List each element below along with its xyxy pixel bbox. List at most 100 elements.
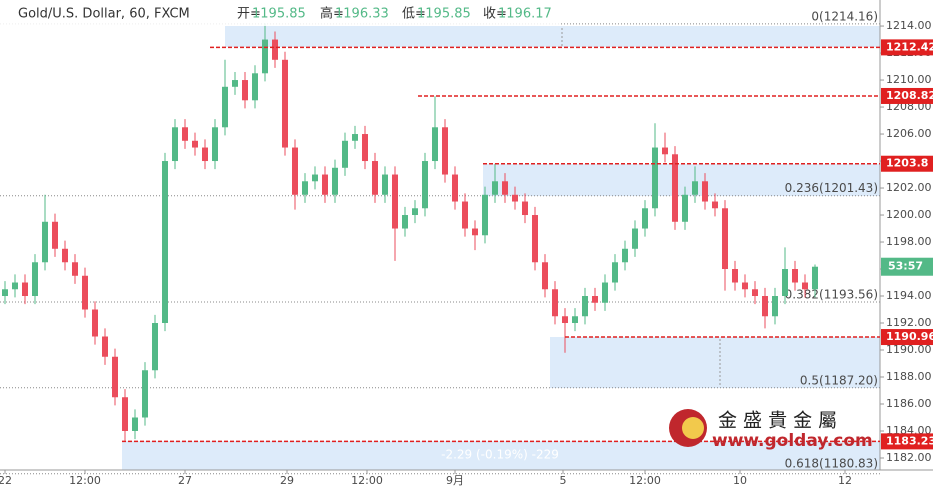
candle-body <box>522 201 528 216</box>
candle-body <box>342 140 348 168</box>
candle-body <box>802 282 808 290</box>
logo <box>682 417 704 439</box>
ohlc-name: 收= <box>483 7 507 22</box>
candle-body <box>592 296 598 303</box>
candle-body <box>792 269 798 283</box>
candle-body <box>482 194 488 236</box>
candle-body <box>512 194 518 202</box>
candle-body <box>582 296 588 317</box>
y-tick-label: 1210.00 <box>886 73 932 86</box>
measure-label: -2.29 (-0.19%) -229 <box>441 448 559 462</box>
candle-body <box>532 215 538 263</box>
candle-body <box>562 316 568 324</box>
candle-body <box>282 59 288 148</box>
y-tick-label: 1202.00 <box>886 181 932 194</box>
x-tick-label: 9月 <box>446 474 464 487</box>
candle-body <box>642 208 648 229</box>
watermark: 金 盛 貴 金 屬 www.golday.com <box>669 409 873 451</box>
x-tick-label: 12:00 <box>629 474 661 487</box>
watermark-name: 金 盛 貴 金 屬 <box>718 410 837 432</box>
level-label: 1183.23 <box>886 434 933 447</box>
candle-body <box>52 221 58 249</box>
ohlc-name: 低= <box>402 7 426 22</box>
candle-body <box>662 147 668 155</box>
candle-body <box>272 39 278 60</box>
candle-body <box>722 208 728 270</box>
candle-body <box>72 262 78 276</box>
x-tick-label: 12 <box>838 474 852 487</box>
y-tick-label: 1186.00 <box>886 397 932 410</box>
candle-body <box>242 80 248 101</box>
candle-body <box>82 275 88 310</box>
candle-body <box>142 370 148 418</box>
fib-label: 0(1214.16) <box>811 9 878 23</box>
y-tick-label: 1198.00 <box>886 235 932 248</box>
y-tick-label: 1182.00 <box>886 451 932 464</box>
y-tick-label: 1214.00 <box>886 19 932 32</box>
candle-body <box>432 127 438 162</box>
candle-body <box>252 73 258 101</box>
x-tick-label: 12:00 <box>69 474 101 487</box>
watermark-url: www.golday.com <box>712 431 873 451</box>
fib-label: 0.618(1180.83) <box>785 457 878 471</box>
candle-body <box>132 417 138 431</box>
level-badge <box>881 39 933 56</box>
candle-body <box>332 167 338 195</box>
candle-body <box>102 336 108 357</box>
candle-body <box>762 296 768 317</box>
y-tick-label: 1190.00 <box>886 343 932 356</box>
countdown: 53:57 <box>888 260 923 273</box>
level-badge <box>881 87 933 104</box>
candle-body <box>652 147 658 209</box>
x-tick-label: 5 <box>560 474 567 487</box>
level-badge <box>881 329 933 346</box>
candle-body <box>712 201 718 209</box>
candle-body <box>162 161 168 324</box>
candle-body <box>182 127 188 141</box>
candle-body <box>152 323 158 371</box>
zone <box>122 441 880 470</box>
candle-body <box>2 289 8 297</box>
candle-body <box>402 215 408 229</box>
candle-body <box>262 39 268 74</box>
candle-body <box>782 269 788 297</box>
candle-body <box>412 208 418 216</box>
candle-body <box>812 266 818 290</box>
fib-label: 0.236(1201.43) <box>785 181 878 195</box>
candle-body <box>682 194 688 222</box>
candle-body <box>112 356 118 398</box>
zone <box>483 164 880 196</box>
candle-body <box>632 228 638 249</box>
x-tick-label: 12:00 <box>351 474 383 487</box>
ohlc-name: 开= <box>237 7 261 22</box>
ohlc-value: 1196.33 <box>335 7 389 22</box>
ohlc-name: 高= <box>320 6 344 22</box>
legend-bg <box>0 0 560 26</box>
candle-body <box>322 174 328 195</box>
candle-body <box>702 181 708 202</box>
candle-body <box>672 154 678 222</box>
candle-body <box>222 86 228 128</box>
x-tick-label: 29 <box>280 474 294 487</box>
candle-body <box>292 147 298 195</box>
candle-body <box>312 174 318 182</box>
candle-body <box>122 397 128 431</box>
level-badge <box>881 433 933 450</box>
fib-label: 0.382(1193.56) <box>785 287 878 301</box>
zone <box>550 337 880 388</box>
candle-body <box>502 181 508 195</box>
candle-body <box>442 127 448 175</box>
candle-body <box>22 282 28 297</box>
candle-body <box>602 282 608 303</box>
candle-body <box>472 228 478 236</box>
candle-body <box>392 174 398 229</box>
y-tick-label: 1188.00 <box>886 370 932 383</box>
title: Gold/U.S. Dollar, 60, FXCM <box>18 7 190 22</box>
candle-body <box>692 181 698 195</box>
candle-body <box>202 147 208 162</box>
zones <box>122 26 880 470</box>
ohlc-value: 1196.17 <box>498 7 552 22</box>
candle-body <box>302 181 308 195</box>
